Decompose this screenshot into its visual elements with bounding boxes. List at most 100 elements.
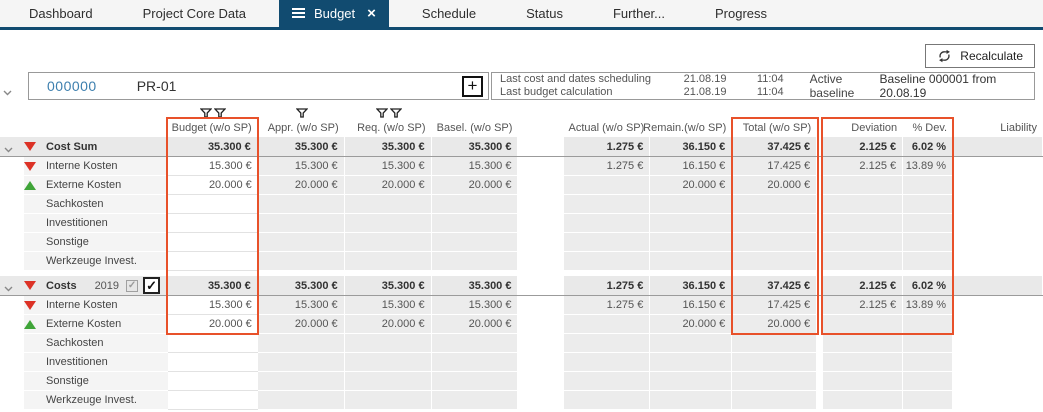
column-header-pdev[interactable]: % Dev. <box>903 119 953 137</box>
cell-req: 15.300 € <box>344 157 432 176</box>
cell-deviation <box>823 252 904 271</box>
close-icon[interactable]: × <box>367 5 376 22</box>
column-header-remain[interactable]: Remain.(w/o SP) <box>643 119 732 137</box>
filter-funnel-icon[interactable] <box>389 108 402 118</box>
cell-value: 20.000 € <box>767 179 811 191</box>
group-year-label: 2019 <box>94 279 120 292</box>
cell-budget[interactable] <box>167 353 258 372</box>
cell-req: 20.000 € <box>344 315 432 334</box>
cell-value: 2.125 € <box>859 299 897 311</box>
filter-funnel-icon[interactable] <box>200 108 212 118</box>
cell-total <box>732 372 818 391</box>
cell-budget[interactable]: 15.300 € <box>167 296 258 315</box>
cell-pdev: 13.89 % <box>903 296 954 315</box>
cell-value: 20.000 € <box>468 179 512 191</box>
year-checkbox[interactable]: ✓ <box>143 277 161 294</box>
cell-budget[interactable]: 20.000 € <box>167 315 258 334</box>
tab-label: Status <box>526 6 563 21</box>
column-header-req[interactable]: Req. (w/o SP) <box>345 119 432 137</box>
spacer <box>518 157 564 176</box>
recalculate-button[interactable]: Recalculate <box>925 44 1035 68</box>
cell-basel: 35.300 € <box>431 276 519 295</box>
cell-value: 13.89 % <box>905 299 947 311</box>
cell-budget[interactable] <box>167 372 258 391</box>
cell-pdev <box>903 334 954 353</box>
cell-basel: 15.300 € <box>431 296 519 315</box>
cell-req <box>344 214 432 233</box>
cell-budget[interactable] <box>167 334 258 353</box>
cell-value: 35.300 € <box>294 279 338 292</box>
row-label: Werkzeuge Invest. <box>46 255 137 267</box>
cell-req: 35.300 € <box>344 137 432 156</box>
cell-actual <box>564 252 651 271</box>
cell-basel <box>431 252 519 271</box>
cell-budget[interactable] <box>167 214 258 233</box>
spacer <box>518 334 564 353</box>
group-expand-chevron-icon[interactable] <box>4 144 13 156</box>
cell-actual <box>564 195 651 214</box>
tab-label: Project Core Data <box>142 6 246 21</box>
row-label-cell: Investitionen <box>0 214 168 233</box>
cell-basel: 35.300 € <box>431 137 519 156</box>
cell-pdev <box>903 372 954 391</box>
tab-budget[interactable]: Budget × <box>278 0 389 27</box>
filter-funnel-icon[interactable] <box>214 108 226 118</box>
column-header-budget[interactable]: Budget (w/o SP) <box>168 119 258 137</box>
menu-icon[interactable] <box>291 8 305 19</box>
spacer <box>518 119 564 137</box>
cell-req <box>344 391 432 410</box>
cell-liability <box>953 353 1043 372</box>
tab-further[interactable]: Further... <box>596 0 682 27</box>
cell-total <box>732 334 818 353</box>
filter-funnel-icon[interactable] <box>295 108 308 118</box>
cell-appr <box>257 353 345 372</box>
cell-budget[interactable]: 15.300 € <box>167 157 258 176</box>
column-header-total[interactable]: Total (w/o SP) <box>732 119 817 137</box>
row-label: Investitionen <box>46 217 108 229</box>
group-expand-chevron-icon[interactable] <box>4 283 13 295</box>
cell-budget[interactable] <box>167 391 258 410</box>
column-header-label: Remain.(w/o SP) <box>643 122 727 134</box>
cell-remain: 16.150 € <box>650 157 733 176</box>
column-header-basel[interactable]: Basel. (w/o SP) <box>432 119 519 137</box>
filter-funnel-icon[interactable] <box>375 108 388 118</box>
cell-value: 20.000 € <box>682 179 726 191</box>
tab-schedule[interactable]: Schedule <box>405 0 493 27</box>
cell-liability <box>953 315 1043 334</box>
cell-actual <box>564 176 651 195</box>
cell-value: 20.000 € <box>294 179 338 191</box>
cell-budget[interactable]: 20.000 € <box>167 176 258 195</box>
cell-budget[interactable] <box>167 195 258 214</box>
cell-basel <box>431 372 519 391</box>
column-filter-row <box>0 105 1043 119</box>
cell-remain <box>650 195 733 214</box>
column-header-liability[interactable]: Liability <box>953 119 1043 137</box>
tab-status[interactable]: Status <box>509 0 580 27</box>
cell-pdev <box>903 353 954 372</box>
row-label-cell: Werkzeuge Invest. <box>0 252 168 271</box>
column-header-deviation[interactable]: Deviation <box>823 119 903 137</box>
cell-pdev <box>903 233 954 252</box>
cell-value: 6.02 % <box>911 140 947 153</box>
cell-budget[interactable] <box>167 252 258 271</box>
column-header-actual[interactable]: Actual (w/o SP) <box>564 119 650 137</box>
project-id-box[interactable]: 000000 PR-01 + <box>28 72 489 100</box>
cell-value: 20.000 € <box>294 318 338 330</box>
tab-progress[interactable]: Progress <box>698 0 784 27</box>
cell-deviation <box>823 195 904 214</box>
column-header-appr[interactable]: Appr. (w/o SP) <box>258 119 345 137</box>
cell-value: 15.300 € <box>468 160 512 172</box>
cell-liability <box>953 334 1043 353</box>
tab-project-core-data[interactable]: Project Core Data <box>126 0 263 27</box>
cell-budget[interactable] <box>167 233 258 252</box>
recalculate-label: Recalculate <box>960 49 1023 63</box>
cell-value: 2.125 € <box>859 160 897 172</box>
row-label-cell: Sonstige <box>0 233 168 252</box>
tab-dashboard[interactable]: Dashboard <box>12 0 110 27</box>
cell-value: 17.425 € <box>767 160 811 172</box>
add-button[interactable]: + <box>462 75 483 97</box>
group-header-row: Cost Sum 35.300 € 35.300 € 35.300 € 35.300 €… <box>0 137 1043 157</box>
project-collapse-chevron-icon[interactable] <box>3 83 12 101</box>
cell-pdev <box>903 391 954 410</box>
cell-value: 35.300 € <box>294 140 338 153</box>
